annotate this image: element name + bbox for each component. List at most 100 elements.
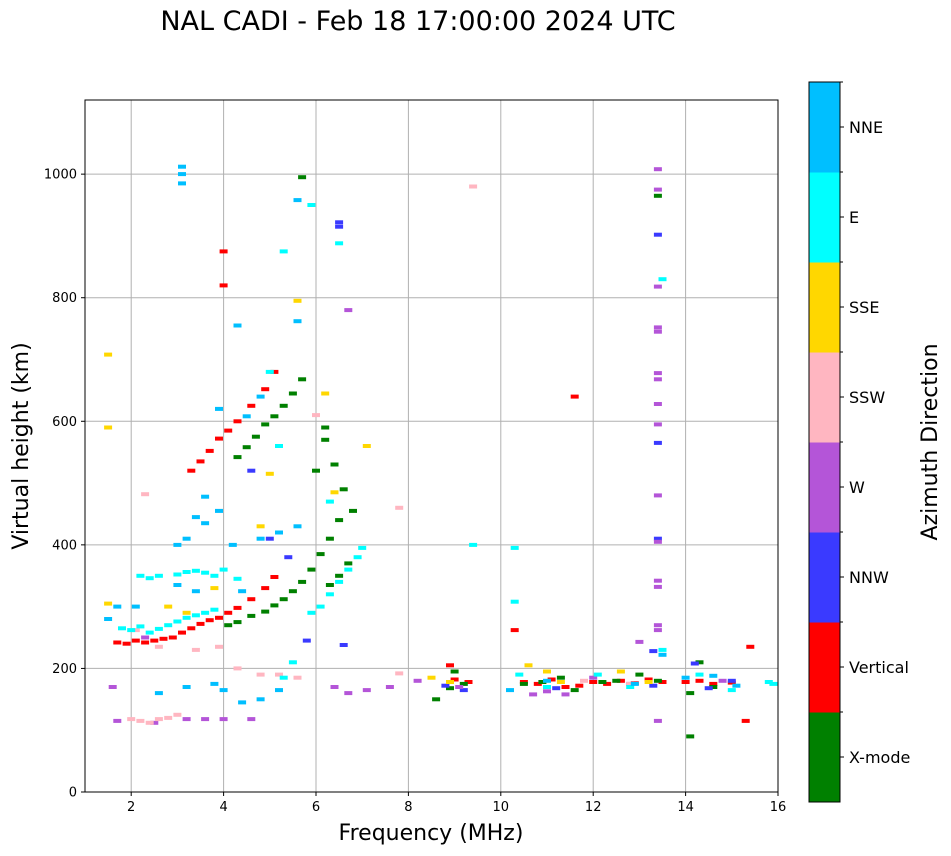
echo-nne bbox=[201, 494, 210, 499]
echo-e bbox=[316, 604, 325, 609]
echo-e bbox=[344, 567, 353, 572]
echo-nne bbox=[681, 675, 690, 680]
echo-e bbox=[191, 568, 200, 573]
echo-vertical bbox=[159, 636, 168, 641]
echo-x-mode bbox=[570, 688, 579, 693]
echo-x-mode bbox=[279, 403, 288, 408]
echo-x-mode bbox=[298, 377, 307, 382]
echo-vertical bbox=[547, 677, 556, 682]
echo-w bbox=[653, 284, 662, 289]
echo-w bbox=[150, 720, 159, 725]
colorbar-swatch-x-mode bbox=[809, 712, 840, 803]
echo-nne bbox=[256, 536, 265, 541]
echo-w bbox=[589, 675, 598, 680]
echo-nnw bbox=[284, 555, 293, 560]
echo-nne bbox=[293, 524, 302, 529]
echo-nnw bbox=[335, 220, 344, 225]
echo-x-mode bbox=[321, 437, 330, 442]
echo-nne bbox=[228, 542, 237, 547]
echo-ssw bbox=[191, 647, 200, 652]
echo-vertical bbox=[122, 641, 131, 646]
x-tick-label: 16 bbox=[770, 800, 787, 815]
echo-e bbox=[154, 573, 163, 578]
echo-ssw bbox=[469, 184, 478, 189]
echo-nnw bbox=[302, 638, 311, 643]
echo-nne bbox=[293, 319, 302, 324]
colorbar-swatch-vertical bbox=[809, 622, 840, 713]
echo-nne bbox=[732, 683, 741, 688]
echo-x-mode bbox=[446, 686, 454, 691]
echo-vertical bbox=[270, 369, 279, 374]
echo-sse bbox=[293, 298, 302, 303]
echo-x-mode bbox=[298, 175, 307, 180]
echo-vertical bbox=[270, 575, 279, 579]
echo-x-mode bbox=[612, 678, 621, 683]
colorbar-swatch-nnw bbox=[809, 532, 840, 623]
echo-nne bbox=[630, 681, 639, 686]
echo-vertical bbox=[681, 680, 690, 684]
echo-nnw bbox=[441, 683, 450, 688]
echo-w bbox=[362, 688, 371, 693]
echo-x-mode bbox=[270, 414, 279, 419]
colorbar-swatch-ssw bbox=[809, 352, 840, 443]
echo-w bbox=[653, 422, 662, 427]
echo-e bbox=[118, 626, 126, 631]
echo-vertical bbox=[510, 628, 519, 633]
y-tick-label: 800 bbox=[52, 291, 77, 306]
echo-x-mode bbox=[653, 193, 662, 198]
echo-nne bbox=[219, 688, 228, 693]
echo-e bbox=[543, 685, 551, 689]
echo-vertical bbox=[741, 718, 750, 723]
x-axis-label: Frequency (MHz) bbox=[339, 821, 524, 846]
echo-nne bbox=[182, 536, 191, 541]
echo-vertical bbox=[616, 678, 625, 683]
echo-ssw bbox=[141, 492, 150, 497]
echo-ssw bbox=[145, 720, 154, 725]
echo-nnw bbox=[552, 686, 561, 691]
echo-x-mode bbox=[330, 462, 339, 467]
echo-e bbox=[307, 610, 316, 615]
echo-nne bbox=[238, 700, 247, 705]
echo-vertical bbox=[561, 685, 570, 689]
echo-x-mode bbox=[653, 678, 662, 683]
echo-sse bbox=[210, 586, 219, 591]
data-marks bbox=[104, 164, 778, 739]
x-tick-label: 2 bbox=[127, 800, 135, 815]
plot-frame bbox=[84, 99, 779, 793]
echo-w bbox=[653, 402, 662, 406]
echo-x-mode bbox=[695, 660, 704, 665]
colorbar-tick-label: NNE bbox=[849, 118, 883, 137]
echo-w bbox=[455, 685, 464, 689]
colorbar-tick-label: Vertical bbox=[849, 658, 909, 677]
echo-vertical bbox=[233, 605, 242, 610]
echo-e bbox=[279, 675, 288, 680]
echo-ssw bbox=[136, 718, 145, 723]
echo-e bbox=[353, 555, 362, 560]
echo-x-mode bbox=[349, 508, 357, 513]
echo-vertical bbox=[261, 586, 270, 591]
colorbar-swatch-nne bbox=[809, 82, 840, 173]
echo-ssw bbox=[580, 678, 588, 683]
echo-x-mode bbox=[432, 697, 441, 702]
colorbar-swatch-sse bbox=[809, 262, 840, 353]
echo-w bbox=[653, 329, 662, 334]
echo-e bbox=[335, 241, 344, 246]
echo-ssw bbox=[127, 717, 136, 722]
echo-e bbox=[275, 444, 283, 448]
echo-nne bbox=[182, 685, 191, 689]
echo-vertical bbox=[219, 283, 228, 288]
echo-nne bbox=[275, 530, 283, 535]
echo-nne bbox=[233, 323, 242, 328]
echo-nne bbox=[238, 589, 247, 594]
echo-nne bbox=[242, 414, 251, 419]
echo-e bbox=[325, 592, 334, 597]
echo-vertical bbox=[575, 683, 584, 688]
x-tick-label: 4 bbox=[219, 800, 227, 815]
echo-ssw bbox=[275, 672, 283, 677]
echo-vertical bbox=[446, 663, 454, 668]
echo-x-mode bbox=[459, 681, 468, 686]
echo-nne bbox=[191, 589, 200, 594]
echo-w bbox=[653, 371, 662, 376]
echo-nnw bbox=[339, 643, 348, 647]
echo-vertical bbox=[219, 249, 228, 254]
